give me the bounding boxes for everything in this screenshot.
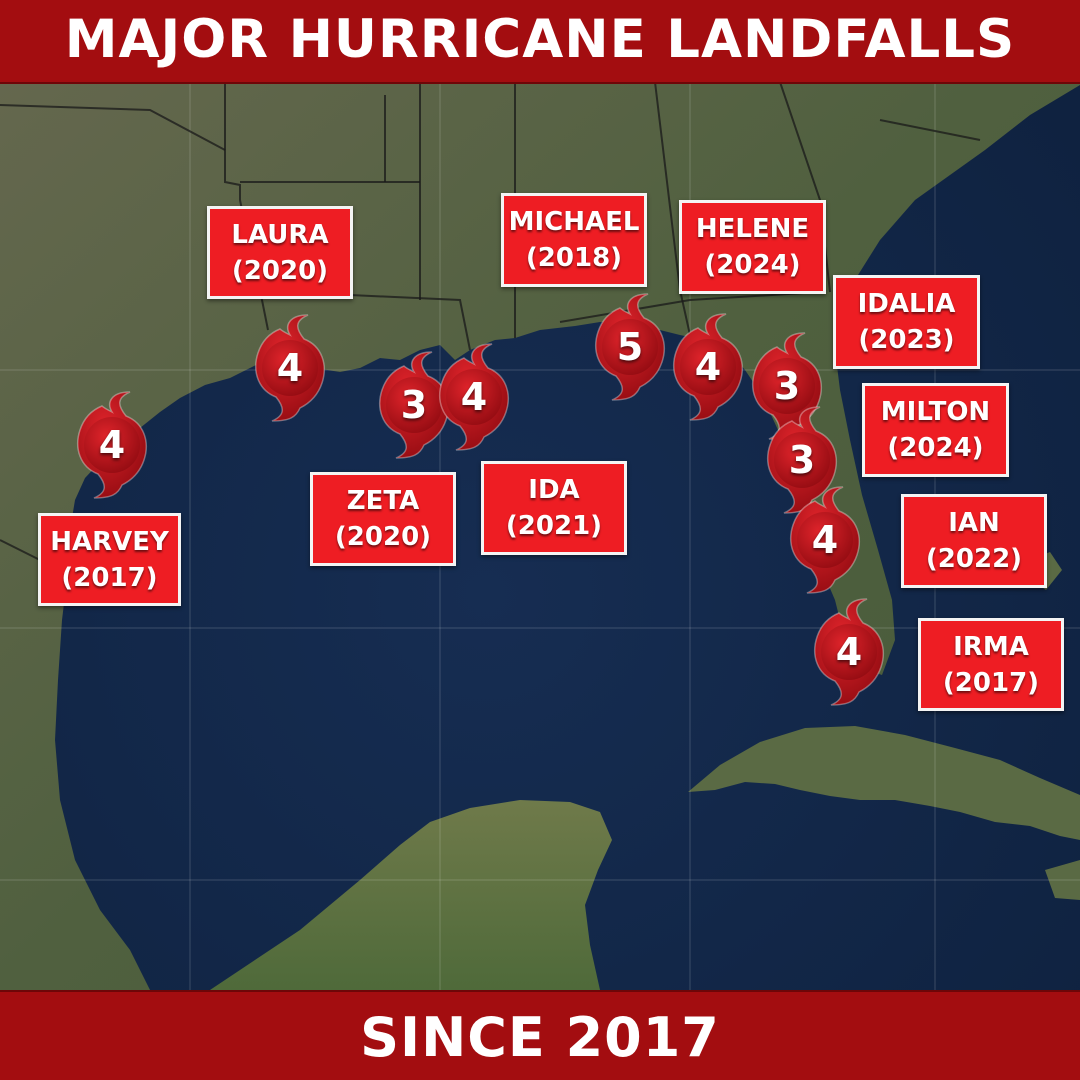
storm-year: (2024) [704, 250, 801, 280]
yucatan-land [210, 800, 612, 990]
storm-name: IDALIA [857, 289, 956, 319]
hispaniola-land [1045, 860, 1080, 900]
storm-name: IAN [948, 508, 1000, 538]
hurricane-idalia-symbol: 3 [747, 331, 827, 441]
category-number: 3 [773, 364, 801, 408]
hurricane-michael-symbol: 5 [590, 292, 670, 402]
label-zeta: ZETA (2020) [310, 472, 456, 566]
storm-name: MILTON [880, 397, 991, 427]
label-milton: MILTON (2024) [862, 383, 1009, 477]
category-number: 4 [276, 346, 304, 390]
label-idalia: IDALIA (2023) [833, 275, 980, 369]
category-number: 3 [400, 383, 428, 427]
label-helene: HELENE (2024) [679, 200, 826, 294]
storm-name: IDA [528, 475, 580, 505]
title-banner: MAJOR HURRICANE LANDFALLS [0, 0, 1080, 84]
label-laura: LAURA (2020) [207, 206, 353, 299]
category-number: 3 [788, 438, 816, 482]
storm-name: HELENE [695, 214, 810, 244]
storm-year: (2021) [505, 511, 603, 541]
storm-name: HARVEY [50, 526, 169, 557]
storm-year: (2017) [61, 562, 158, 593]
category-number: 4 [460, 375, 488, 419]
storm-year: (2020) [231, 255, 329, 286]
category-number: 4 [98, 423, 126, 467]
hurricane-ian-symbol: 4 [785, 485, 865, 595]
storm-year: (2022) [925, 544, 1023, 574]
hurricane-milton-symbol: 3 [762, 405, 842, 515]
hurricane-irma-symbol: 4 [809, 597, 889, 707]
storm-name: MICHAEL [508, 207, 640, 237]
hurricane-laura-symbol: 4 [250, 313, 330, 423]
storm-year: (2017) [942, 667, 1040, 698]
hurricane-harvey-symbol: 4 [72, 390, 152, 500]
storm-year: (2020) [334, 522, 432, 552]
subtitle-banner: SINCE 2017 [0, 990, 1080, 1080]
storm-year: (2018) [525, 243, 623, 273]
category-number: 4 [694, 345, 722, 389]
cuba-land [688, 726, 1080, 840]
storm-name: LAURA [231, 219, 329, 250]
storm-year: (2023) [858, 325, 955, 355]
hurricane-zeta-symbol: 3 [374, 350, 454, 460]
storm-name: ZETA [346, 486, 420, 516]
hurricane-ida-symbol: 4 [434, 342, 514, 452]
category-number: 5 [616, 325, 644, 369]
label-ida: IDA (2021) [481, 461, 627, 555]
storm-year: (2024) [887, 433, 984, 463]
hurricane-helene-symbol: 4 [668, 312, 748, 422]
label-ian: IAN (2022) [901, 494, 1047, 588]
category-number: 4 [835, 630, 863, 674]
label-michael: MICHAEL (2018) [501, 193, 647, 287]
label-harvey: HARVEY (2017) [38, 513, 181, 606]
label-irma: IRMA (2017) [918, 618, 1064, 711]
category-number: 4 [811, 518, 839, 562]
storm-name: IRMA [953, 631, 1029, 662]
